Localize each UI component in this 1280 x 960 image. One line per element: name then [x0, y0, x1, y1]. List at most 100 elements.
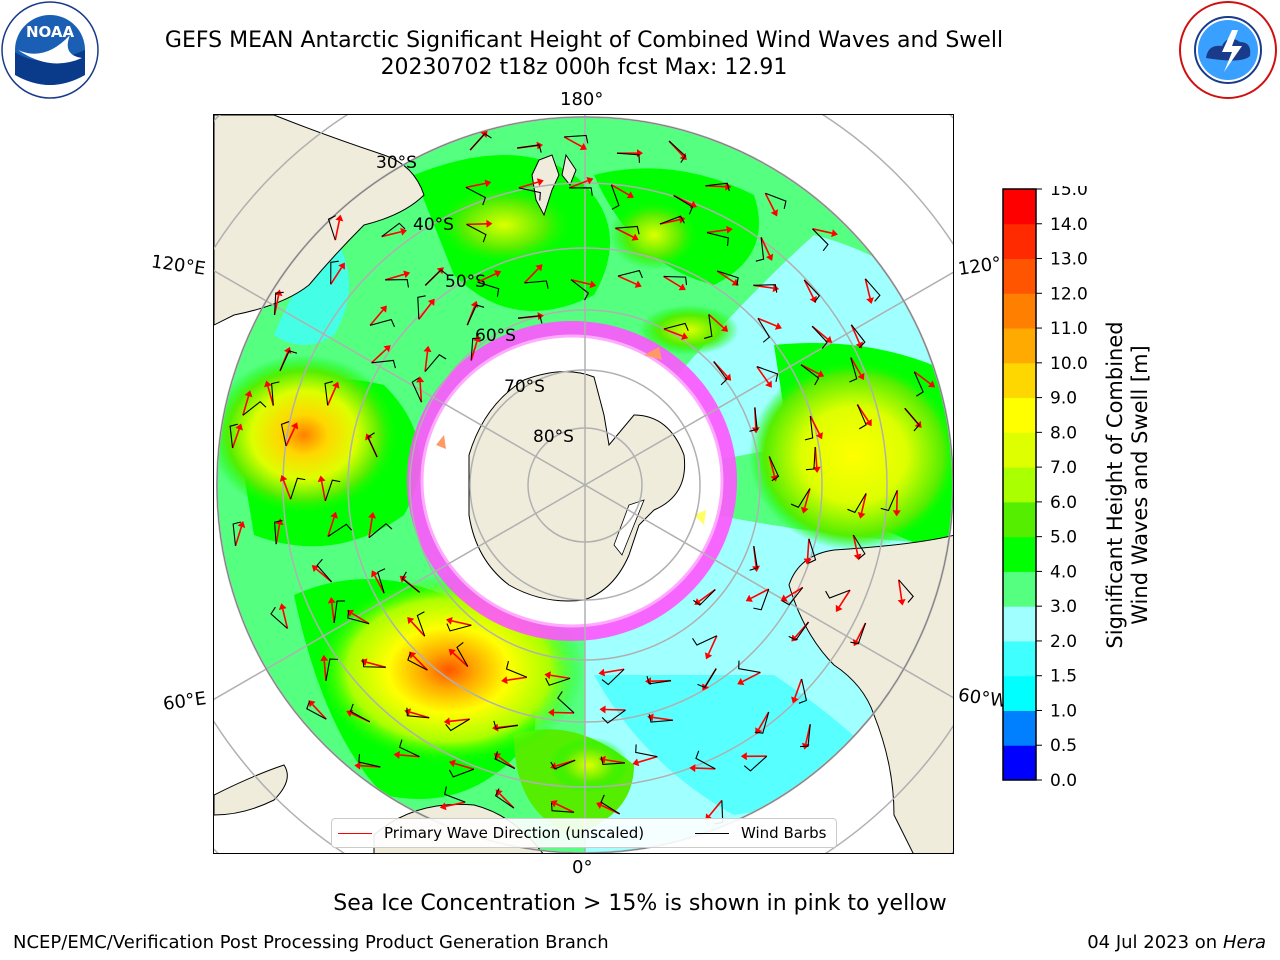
wave-arrow-shaft	[466, 222, 487, 226]
wind-barb	[659, 215, 685, 225]
wind-barb	[898, 579, 914, 603]
wave-arrow-shaft	[281, 608, 289, 629]
wind-barb	[557, 691, 575, 714]
wind-barb	[808, 538, 817, 564]
wave-arrow-head	[493, 753, 502, 761]
wave-arrow-shaft	[856, 404, 870, 422]
wind-barb	[768, 456, 780, 482]
wind-barb	[274, 519, 283, 545]
wave-arrow-shaft	[412, 655, 429, 671]
map-legend: Primary Wave Direction (unscaled) Wind B…	[331, 818, 837, 848]
wind-barb	[749, 407, 758, 432]
wind-barb	[398, 739, 420, 758]
wave-arrow-shaft	[555, 803, 575, 814]
footer-date: 04 Jul 2023 on Hera	[1087, 932, 1266, 953]
wind-barb	[545, 677, 571, 686]
wave-arrow-shaft	[449, 718, 470, 723]
wave-arrow-head	[857, 512, 866, 519]
wave-arrow-head	[445, 616, 453, 625]
wave-arrow-shaft	[399, 754, 420, 758]
footer-host: Hera	[1222, 932, 1266, 953]
lon-label-60e: 60°E	[161, 688, 208, 715]
footer-date-text: 04 Jul 2023 on	[1087, 932, 1223, 953]
wave-arrow-shaft	[381, 230, 402, 238]
wave-arrow-head	[626, 191, 634, 199]
wind-barb	[466, 223, 487, 243]
wind-barb	[369, 318, 396, 328]
wind-barb	[615, 225, 640, 235]
wave-arrow-shaft	[803, 488, 811, 509]
wave-arrow-shaft	[267, 386, 275, 406]
lat-label-70: 70°S	[504, 377, 545, 397]
lat-labels: 30°S 40°S 50°S 60°S 70°S 80°S	[376, 153, 574, 447]
wind-barb	[754, 711, 770, 734]
wind-barb	[324, 479, 341, 502]
wind-barb	[849, 357, 858, 383]
colorbar-box	[1003, 432, 1036, 468]
wind-barb	[465, 186, 487, 206]
wave-arrow-head	[927, 380, 936, 388]
wind-barb	[349, 703, 371, 723]
wave-arrow-shaft	[369, 309, 384, 326]
colorbar: 0.0 0.5 1.0 1.5 2.0 3.0 4.0 5.0 6.0 7.0 8.0 9.0 10.0…	[1002, 186, 1088, 786]
wave-arrow-head	[694, 598, 702, 605]
wind-barb	[753, 588, 770, 611]
wave-arrow-head	[439, 802, 447, 811]
wind-barb	[273, 291, 284, 315]
wave-arrow-head	[448, 759, 456, 768]
wind-barb	[517, 315, 543, 324]
wind-barb	[852, 534, 866, 560]
colorbar-box	[1003, 258, 1036, 294]
wave-arrow-head	[327, 597, 336, 604]
polar-map: 30°S 40°S 50°S 60°S 70°S 80°S	[213, 114, 954, 854]
wave-arrow-shaft	[716, 270, 735, 283]
lat-label-80: 80°S	[533, 427, 574, 447]
wind-barb	[880, 490, 898, 512]
wave-arrow-shaft	[452, 652, 469, 668]
colorbar-tick-label: 0.0	[1050, 771, 1077, 786]
wave-arrow-shaft	[470, 341, 478, 361]
colorbar-box	[1003, 467, 1036, 503]
wave-arrow-shaft	[708, 799, 723, 817]
lat-label-30: 30°S	[376, 153, 417, 173]
wave-arrow-shaft	[750, 588, 770, 600]
wave-arrow-shaft	[410, 620, 426, 637]
wave-arrow-head	[726, 225, 733, 234]
legend-label-wind-barbs: Wind Barbs	[741, 824, 827, 842]
wave-arrow-head	[371, 570, 379, 578]
wave-arrow-shaft	[523, 268, 539, 284]
chart-title: GEFS MEAN Antarctic Significant Height o…	[164, 28, 1004, 53]
wave-arrow-head	[857, 372, 865, 381]
wind-barb	[470, 337, 481, 361]
wind-barb	[381, 222, 406, 237]
sea-ice-caption: Sea Ice Concentration > 15% is shown in …	[333, 891, 947, 916]
wave-arrow-shaft	[768, 456, 776, 476]
wave-arrow-head	[631, 233, 639, 241]
wind-barb	[738, 660, 761, 673]
wind-barb	[749, 546, 758, 571]
wind-barb	[477, 281, 500, 297]
colorbar-tick-label: 1.0	[1050, 701, 1077, 721]
wave-arrow-head	[338, 262, 345, 270]
wave-arrow-head	[275, 518, 284, 526]
wave-arrow-shaft	[707, 635, 718, 655]
wave-arrow-head	[579, 143, 587, 151]
colorbar-tick-label: 5.0	[1050, 528, 1077, 548]
wave-arrow-head	[393, 750, 400, 759]
colorbar-tick-label: 13.0	[1050, 250, 1088, 270]
wind-barb	[717, 270, 739, 286]
wave-arrow-head	[550, 800, 558, 808]
wave-arrow-shaft	[373, 575, 385, 594]
wave-arrow-head	[279, 474, 288, 482]
wave-arrow-shaft	[311, 703, 327, 720]
wave-arrow-head	[443, 717, 451, 726]
wave-arrow-shaft	[850, 324, 861, 344]
wave-arrow-head	[320, 654, 329, 662]
wave-arrow-shaft	[424, 351, 429, 372]
wind-barb	[493, 720, 518, 730]
noaa-logo: NOAA	[1, 1, 99, 99]
wave-arrow-shaft	[758, 711, 770, 730]
colorbar-box	[1003, 293, 1036, 329]
wind-barb	[416, 611, 426, 637]
wave-arrow-head	[383, 345, 391, 353]
